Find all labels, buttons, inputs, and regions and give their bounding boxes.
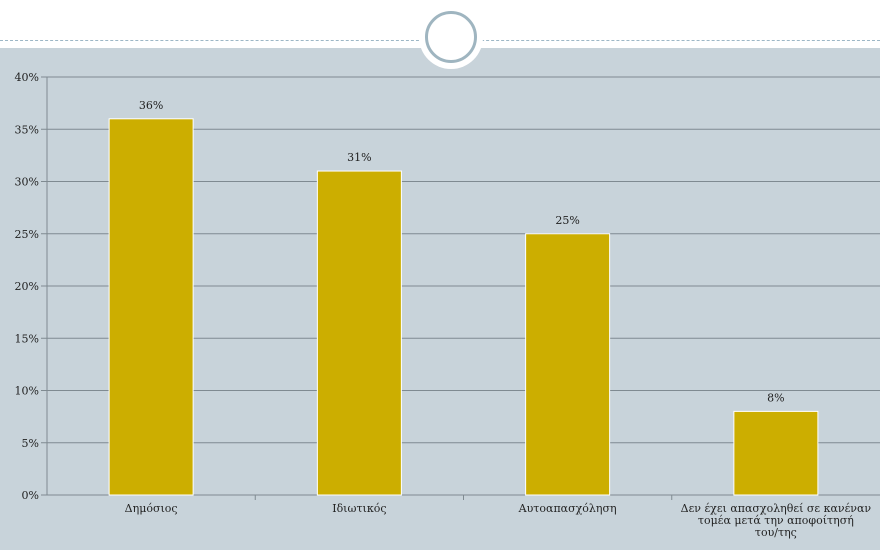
bar	[525, 233, 611, 496]
x-category-label: Δεν έχει απασχοληθεί σε κανέναν	[681, 502, 872, 515]
y-tick-label: 0%	[22, 489, 39, 502]
x-category-label: του/της	[755, 526, 797, 539]
header-circle-ring	[425, 11, 477, 63]
y-tick-label: 20%	[15, 280, 39, 293]
y-tick-label: 35%	[15, 123, 39, 136]
y-tick-label: 40%	[15, 71, 39, 84]
header-circle-ornament	[419, 5, 483, 69]
data-label: 8%	[767, 391, 784, 404]
bar	[108, 118, 194, 496]
y-tick-label: 25%	[15, 228, 39, 241]
x-category-label: Ιδιωτικός	[332, 502, 386, 515]
data-label: 31%	[347, 151, 371, 164]
x-category-label: τομέα μετά την αποφοίτησή	[698, 514, 854, 527]
y-tick-label: 5%	[22, 437, 39, 450]
data-label: 36%	[139, 99, 163, 112]
y-tick-label: 15%	[15, 332, 39, 345]
y-tick-label: 30%	[15, 176, 39, 189]
x-category-label: Αυτοαπασχόληση	[518, 502, 617, 515]
bar	[733, 410, 819, 496]
y-tick-label: 10%	[15, 385, 39, 398]
data-label: 25%	[555, 214, 579, 227]
bar	[316, 170, 402, 496]
x-category-label: Δημόσιος	[125, 502, 178, 515]
